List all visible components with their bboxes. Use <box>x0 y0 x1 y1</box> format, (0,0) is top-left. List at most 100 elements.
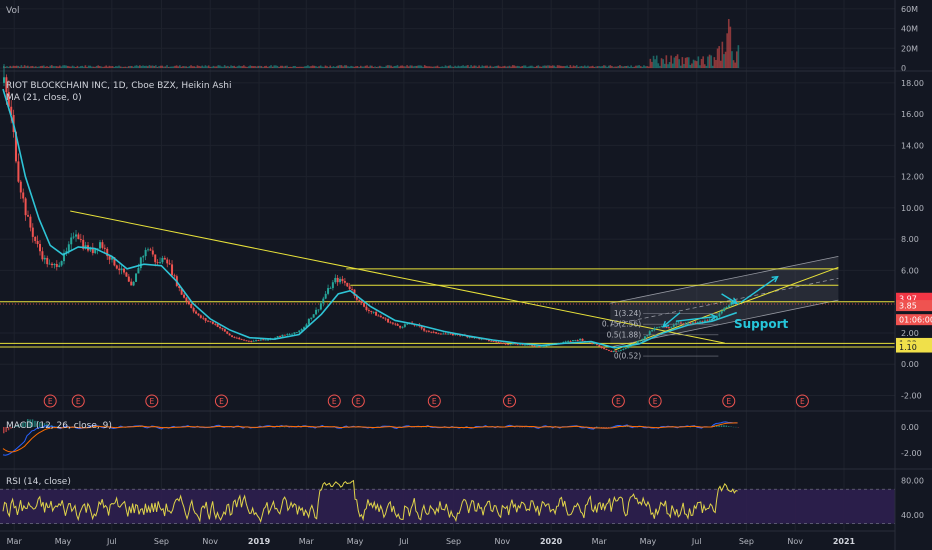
volume-bar <box>435 66 437 68</box>
earnings-marker-label: E <box>726 397 731 406</box>
volume-bar <box>641 66 644 68</box>
candle-body <box>310 317 313 319</box>
volume-bar <box>41 65 44 68</box>
earnings-marker <box>351 394 365 408</box>
rsi-axis: 80.00 40.00 <box>901 477 924 520</box>
time-axis-label: May <box>347 537 364 546</box>
volume-bar <box>625 65 628 68</box>
macd-pane[interactable]: MACD (12, 26, close, 9) 0.00 -2.00 <box>2 419 922 458</box>
volume-bar <box>307 65 309 68</box>
candle-body <box>444 333 447 335</box>
volume-bar <box>735 51 738 68</box>
volume-bar <box>233 65 236 68</box>
macd-histogram-bar <box>31 419 34 427</box>
volume-bar <box>156 66 159 68</box>
volume-bar <box>20 65 23 68</box>
volume-bar <box>401 65 404 68</box>
volume-bar <box>649 58 652 68</box>
candle-body <box>543 346 546 347</box>
candle-body <box>703 320 706 322</box>
candle-body <box>207 320 210 322</box>
volume-bar <box>108 65 111 68</box>
candle-body <box>507 344 510 346</box>
volume-bar <box>6 66 8 68</box>
candle-body <box>166 259 169 264</box>
candle-body <box>511 343 514 345</box>
volume-bar <box>702 56 704 68</box>
candle-body <box>142 256 145 258</box>
macd-histogram-bar <box>17 424 19 427</box>
candle-body <box>231 335 234 337</box>
volume-bar <box>71 65 74 68</box>
volume-bar <box>230 65 232 68</box>
volume-bar <box>348 66 351 68</box>
volume-bar <box>94 66 96 68</box>
volume-bar <box>486 65 488 68</box>
volume-bar <box>409 65 412 68</box>
candle-body <box>497 342 500 343</box>
volume-bar <box>596 66 599 68</box>
time-axis[interactable]: Mar May Jul Sep Nov 2019 Mar May Jul Sep Nov 2020 Ma… <box>7 537 856 546</box>
candle-body <box>403 324 406 327</box>
volume-bar <box>294 65 296 68</box>
earnings-marker-label: E <box>76 397 81 406</box>
candle-body <box>255 340 258 342</box>
candle-body <box>723 308 726 312</box>
candle-body <box>147 249 150 251</box>
candle-body <box>533 345 536 347</box>
volume-bar <box>51 65 53 68</box>
volume-bar <box>150 65 152 68</box>
candle-body <box>185 297 188 302</box>
candle-body <box>636 340 639 344</box>
candle-body <box>219 326 222 329</box>
volume-bar <box>679 65 682 68</box>
candle-body <box>701 321 704 323</box>
candle-body <box>139 257 142 269</box>
candle-body <box>379 315 382 318</box>
volume-bar <box>321 66 324 68</box>
volume-bar <box>182 66 184 68</box>
time-axis-label: Sep <box>739 537 754 546</box>
candle-body <box>211 321 214 324</box>
volume-bar <box>508 65 511 68</box>
earnings-marker <box>427 394 441 408</box>
rsi-band <box>0 489 895 524</box>
volume-bar <box>356 65 359 68</box>
symbol-title: RIOT BLOCKCHAIN INC, 1D, Cboe BZX, Heiki… <box>6 81 231 91</box>
volume-bar <box>403 66 405 68</box>
candle-body <box>725 306 728 309</box>
volume-bar <box>359 65 362 68</box>
volume-bar <box>63 65 66 68</box>
rsi-pane[interactable]: RSI (14, close) 80.00 40.00 <box>0 477 924 524</box>
candle-body <box>646 334 649 337</box>
volume-bar <box>630 65 632 68</box>
candle-body <box>319 303 322 310</box>
candle-body <box>363 303 366 307</box>
volume-bar <box>411 65 413 68</box>
volume-bar <box>524 65 527 68</box>
candle-body <box>665 326 668 328</box>
macd-histogram-bar <box>627 426 629 427</box>
candle-body <box>39 244 42 252</box>
time-axis-label: Nov <box>787 537 803 546</box>
volume-bar <box>127 66 130 68</box>
volume-bar <box>659 65 661 68</box>
candle-body <box>358 299 361 301</box>
candle-body <box>291 333 294 335</box>
price-axis[interactable]: 18.0016.0014.0012.0010.008.006.004.002.0… <box>901 79 924 401</box>
volume-bar <box>419 65 421 68</box>
candle-body <box>651 330 654 332</box>
volume-bar <box>542 65 544 68</box>
volume-pane[interactable]: Vol 60M 40M 20M 0 <box>3 5 918 73</box>
volume-bar <box>443 66 445 68</box>
volume-bar <box>193 66 196 68</box>
volume-bar <box>433 66 436 68</box>
volume-bar <box>380 66 383 68</box>
candle-body <box>454 334 457 336</box>
volume-bar <box>377 66 380 68</box>
volume-bar <box>251 65 253 68</box>
volume-bar <box>238 65 240 68</box>
price-tag-box <box>896 341 932 353</box>
price-pane[interactable]: 1(3.24) 0.75(2.56)0.5(1.88) 0(0.52) Suppor… <box>0 64 932 408</box>
